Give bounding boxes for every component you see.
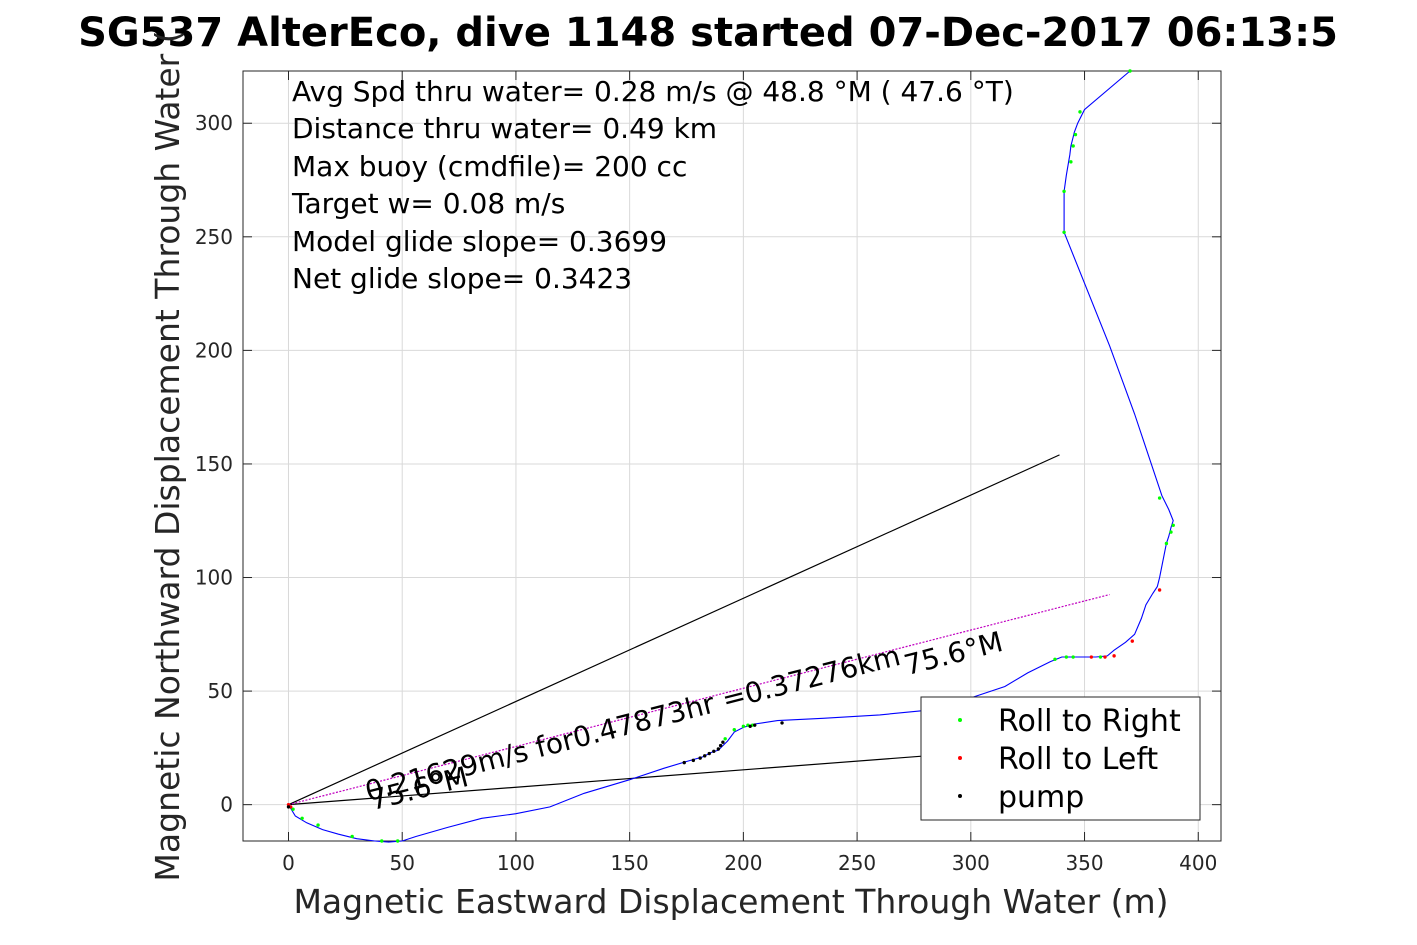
axis-ticks	[243, 71, 1221, 841]
reference-line-current	[288, 593, 1110, 806]
y-tick-label: 200	[195, 338, 233, 362]
axis-tick-labels: 0 50 100 150 200 250 300 350 400 0 50 100 150 200 250 3…	[195, 111, 1218, 875]
x-tick-label: 100	[497, 851, 535, 875]
point-pump	[716, 747, 721, 751]
point-roll-to-right	[732, 728, 736, 732]
point-roll-to-left	[1112, 654, 1116, 658]
y-tick-label: 250	[195, 225, 233, 249]
series-lines	[288, 70, 1174, 843]
point-roll-to-left	[1130, 639, 1134, 643]
point-roll-to-left	[1103, 655, 1107, 659]
annotation-target-w: Target w= 0.08 m/s	[291, 187, 565, 220]
legend-marker-roll-left	[958, 756, 962, 760]
point-pump	[703, 754, 707, 758]
point-pump	[682, 760, 686, 765]
track-line	[288, 70, 1174, 843]
point-roll-to-right	[723, 737, 727, 741]
y-tick-label: 300	[195, 111, 233, 135]
annotation-model-glide-slope: Model glide slope= 0.3699	[292, 225, 667, 258]
legend-label-pump: pump	[998, 780, 1084, 815]
point-roll-to-right	[1078, 110, 1082, 114]
legend-marker-pump	[958, 794, 962, 798]
legend-label-roll-right: Roll to Right	[998, 704, 1181, 739]
point-pump	[718, 743, 723, 748]
series-points	[286, 69, 1175, 843]
annotation-distance: Distance thru water= 0.49 km	[292, 112, 717, 145]
point-roll-to-right	[1053, 657, 1057, 661]
x-axis-label: Magnetic Eastward Displacement Through W…	[293, 882, 1168, 921]
x-tick-label: 150	[611, 851, 649, 875]
y-tick-label: 150	[195, 452, 233, 476]
y-tick-label: 100	[195, 566, 233, 590]
x-tick-label: 250	[838, 851, 876, 875]
chart-title: SG537 AlterEco, dive 1148 started 07-Dec…	[78, 10, 1338, 56]
point-roll-to-right	[1062, 230, 1066, 234]
heading-label-upper: 75.6°M	[901, 625, 1007, 682]
point-pump	[780, 721, 784, 725]
point-roll-to-right	[1157, 496, 1162, 500]
x-tick-label: 400	[1179, 851, 1217, 875]
annotation-max-buoy: Max buoy (cmdfile)= 200 cc	[292, 150, 687, 183]
point-roll-to-right	[300, 816, 304, 820]
point-pump	[748, 724, 752, 728]
dive-annotations: Avg Spd thru water= 0.28 m/s @ 48.8 °M (…	[291, 75, 1014, 295]
reference-line-upper	[288, 454, 1060, 806]
point-roll-to-right	[380, 839, 384, 843]
y-tick-label: 0	[220, 793, 233, 817]
legend-marker-roll-right	[958, 718, 962, 722]
reference-lines	[288, 454, 1110, 806]
point-pump	[707, 751, 711, 756]
x-tick-label: 300	[952, 851, 990, 875]
point-pump	[721, 740, 725, 744]
point-roll-to-right	[350, 834, 354, 839]
plot-area	[242, 70, 1222, 842]
legend-label-roll-left: Roll to Left	[998, 742, 1158, 777]
y-axis-label: Magnetic Northward Displacement Through …	[148, 30, 187, 881]
point-roll-to-right	[1128, 69, 1132, 73]
point-roll-to-right	[291, 807, 295, 811]
point-roll-to-right	[1098, 655, 1103, 659]
point-pump	[712, 749, 716, 753]
legend: Roll to Right Roll to Left pump	[920, 696, 1201, 821]
legend-box	[920, 696, 1201, 821]
point-roll-to-right	[1169, 530, 1173, 534]
point-roll-to-left	[1157, 588, 1162, 592]
point-roll-to-right	[1064, 655, 1069, 659]
point-roll-to-right	[316, 823, 320, 827]
reference-line-lower	[288, 751, 971, 806]
annotation-avg-speed: Avg Spd thru water= 0.28 m/s @ 48.8 °M (…	[292, 75, 1014, 108]
point-roll-to-right	[1073, 132, 1078, 137]
point-roll-to-left	[1089, 655, 1094, 659]
line-labels: 0.21629m/s for0.47873hr =0.37276km 75.6°…	[362, 625, 1007, 817]
annotation-net-glide-slope: Net glide slope= 0.3423	[292, 262, 632, 295]
x-tick-label: 0	[282, 851, 295, 875]
point-roll-to-right	[395, 839, 400, 843]
grid	[243, 71, 1221, 841]
point-pump	[753, 723, 757, 727]
point-roll-to-right	[1069, 160, 1073, 164]
x-tick-label: 350	[1065, 851, 1103, 875]
point-pump	[691, 758, 696, 763]
point-roll-to-right	[741, 724, 746, 728]
x-tick-label: 50	[389, 851, 414, 875]
point-pump	[698, 756, 702, 760]
point-roll-to-right	[1071, 655, 1075, 659]
point-roll-to-right	[1062, 189, 1066, 194]
point-pump	[286, 805, 291, 809]
point-roll-to-right	[1171, 523, 1175, 527]
point-roll-to-right	[1071, 144, 1075, 148]
y-tick-label: 50	[208, 679, 233, 703]
x-tick-label: 200	[724, 851, 762, 875]
point-roll-to-right	[1164, 541, 1169, 546]
